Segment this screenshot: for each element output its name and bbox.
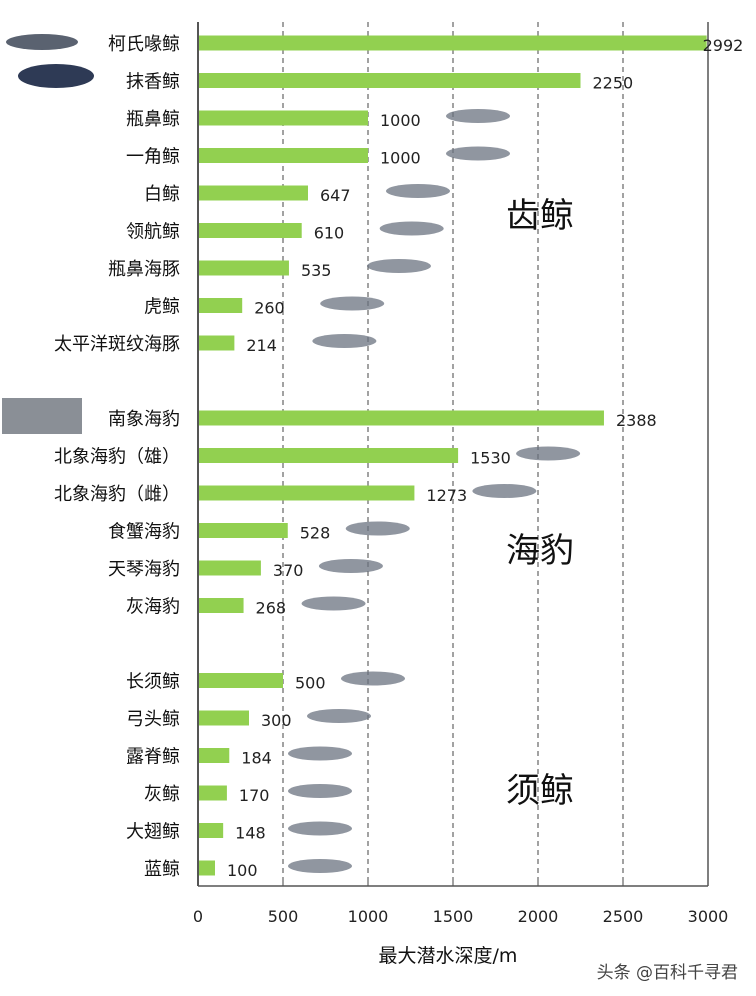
bar: [199, 748, 230, 763]
bar: [199, 560, 261, 576]
bar: [199, 710, 249, 726]
bar: [199, 185, 308, 201]
category-label: 太平洋斑纹海豚: [54, 334, 180, 355]
value-label: 170: [239, 786, 270, 805]
animal-image: [318, 559, 383, 573]
bar: [199, 448, 459, 463]
value-label: 300: [261, 711, 292, 730]
x-tick-label: 2000: [518, 907, 559, 926]
category-label: 柯氏喙鲸: [108, 34, 180, 55]
animal-image: [379, 221, 444, 236]
animal-image: [345, 521, 410, 536]
value-label: 2388: [616, 411, 657, 430]
value-label: 1530: [470, 449, 511, 468]
bar: [199, 298, 243, 313]
category-label: 北象海豹（雌）: [54, 484, 180, 505]
category-label: 白鲸: [144, 184, 180, 205]
value-label: 2250: [593, 74, 634, 93]
animal-image: [472, 484, 537, 498]
value-label: 1273: [426, 486, 467, 505]
category-label: 天琴海豹: [108, 559, 180, 580]
bar: [199, 823, 224, 838]
value-label: 214: [246, 336, 277, 355]
category-label: 瓶鼻海豚: [108, 259, 180, 280]
category-label: 长须鲸: [126, 672, 180, 693]
animal-image: [516, 446, 581, 461]
animal-image: [385, 184, 450, 198]
bar: [199, 523, 288, 538]
bar: [199, 73, 581, 88]
value-label: 535: [301, 261, 332, 280]
group-label: 齿鲸: [506, 196, 574, 236]
x-axis-label: 最大潜水深度/m: [379, 945, 518, 967]
value-label: 370: [273, 561, 304, 580]
category-label: 一角鲸: [126, 147, 180, 168]
value-label: 1000: [380, 111, 421, 130]
category-label: 灰海豹: [126, 597, 180, 618]
x-tick-label: 500: [268, 907, 299, 926]
category-label: 大翅鲸: [126, 822, 180, 843]
group-label: 须鲸: [506, 771, 574, 811]
x-tick-label: 2500: [603, 907, 644, 926]
x-tick-label: 0: [193, 907, 203, 926]
animal-image: [6, 34, 78, 50]
x-tick-label: 1500: [433, 907, 474, 926]
category-label: 抹香鲸: [126, 72, 180, 93]
value-label: 500: [295, 674, 326, 693]
value-label: 1000: [380, 149, 421, 168]
category-label: 瓶鼻鲸: [126, 109, 180, 130]
animal-image: [288, 784, 352, 798]
bar: [199, 35, 707, 51]
animal-image: [366, 259, 431, 273]
bar: [199, 410, 604, 426]
value-label: 184: [241, 749, 272, 768]
animal-image: [288, 821, 352, 836]
category-label: 蓝鲸: [144, 859, 180, 880]
category-label: 领航鲸: [126, 222, 180, 243]
watermark: 头条 @百科千寻君: [596, 963, 738, 983]
category-label: 露脊鲸: [126, 747, 180, 768]
category-label: 南象海豹: [108, 409, 180, 430]
value-label: 647: [320, 186, 351, 205]
value-label: 610: [314, 224, 345, 243]
animal-image: [18, 64, 94, 88]
group-label: 海豹: [506, 531, 574, 571]
bar: [199, 110, 368, 126]
bar: [199, 860, 215, 876]
bar: [199, 148, 368, 163]
bar: [199, 223, 302, 238]
category-label: 灰鲸: [144, 784, 180, 805]
animal-image: [288, 859, 352, 873]
animal-image: [2, 398, 82, 434]
bar: [199, 260, 289, 276]
category-label: 弓头鲸: [126, 709, 180, 730]
animal-image: [320, 296, 385, 311]
animal-image: [307, 709, 371, 723]
animal-image: [312, 334, 377, 348]
category-label: 北象海豹（雄）: [54, 447, 180, 468]
value-label: 2992: [703, 36, 744, 55]
animal-image: [288, 746, 352, 761]
bar: [199, 335, 235, 351]
animal-image: [446, 109, 510, 123]
bar: [199, 485, 415, 501]
value-label: 528: [300, 524, 331, 543]
animal-image: [341, 671, 405, 686]
category-label: 虎鲸: [144, 297, 180, 318]
x-tick-label: 3000: [688, 907, 729, 926]
bar: [199, 598, 244, 613]
x-tick-label: 1000: [348, 907, 389, 926]
animal-image: [446, 146, 510, 161]
value-label: 100: [227, 861, 258, 880]
category-label: 食蟹海豹: [108, 522, 180, 543]
animal-image: [301, 596, 366, 611]
value-label: 268: [256, 599, 287, 618]
bar: [199, 785, 227, 801]
value-label: 260: [254, 299, 285, 318]
bar: [199, 673, 283, 688]
value-label: 148: [235, 824, 266, 843]
